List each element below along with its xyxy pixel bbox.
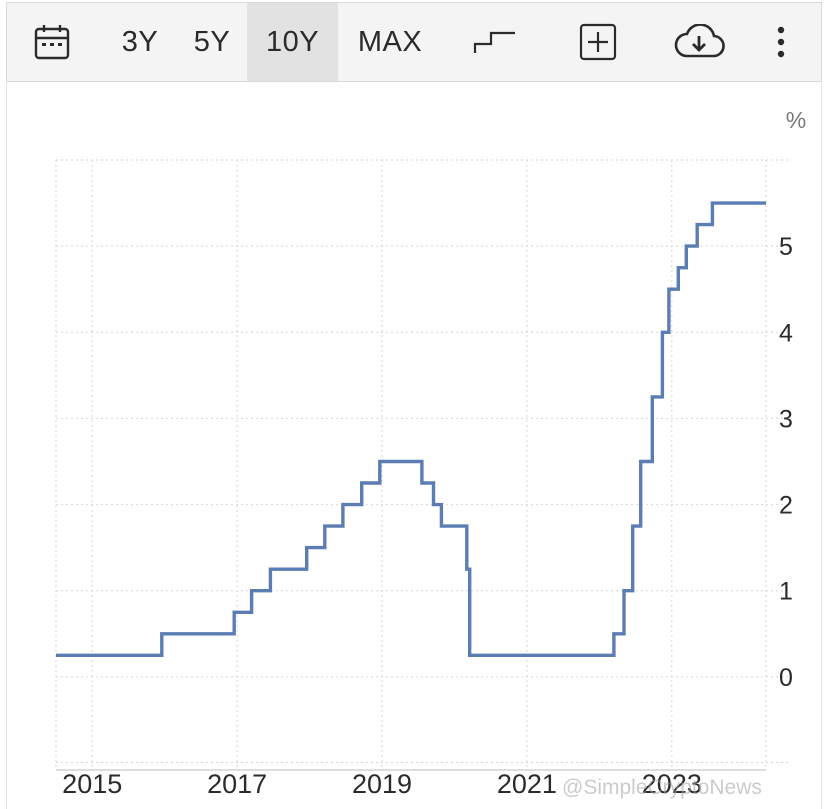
- y-tick-label: 3: [779, 405, 793, 433]
- y-tick-label: 2: [779, 492, 793, 520]
- step-line-icon[interactable]: [467, 3, 523, 81]
- y-unit-label: %: [786, 107, 806, 133]
- range-10y-button[interactable]: 10Y: [247, 3, 338, 81]
- y-tick-label: 5: [779, 233, 793, 261]
- range-5y-button[interactable]: 5Y: [181, 3, 243, 81]
- chart-toolbar: 3Y 5Y 10Y MAX: [6, 2, 822, 82]
- x-tick-label: 2023: [642, 769, 702, 799]
- range-3y-button[interactable]: 3Y: [109, 3, 171, 81]
- range-10y-label: 10Y: [265, 25, 320, 58]
- range-max-label: MAX: [357, 25, 423, 58]
- calendar-icon[interactable]: [25, 3, 79, 81]
- range-5y-label: 5Y: [193, 25, 231, 58]
- y-tick-label: 0: [779, 664, 793, 692]
- x-tick-label: 2021: [497, 769, 557, 799]
- x-tick-label: 2015: [62, 769, 122, 799]
- watermark-text: @SimpleCryptoNews: [562, 776, 762, 799]
- x-tick-label: 2019: [352, 769, 412, 799]
- add-square-icon[interactable]: [573, 3, 623, 81]
- range-3y-label: 3Y: [121, 25, 159, 58]
- more-vertical-icon[interactable]: [763, 3, 799, 81]
- x-tick-label: 2017: [207, 769, 267, 799]
- cloud-download-icon[interactable]: [667, 3, 731, 81]
- y-tick-label: 4: [779, 319, 793, 347]
- range-max-button[interactable]: MAX: [347, 3, 433, 81]
- series-layer: [55, 201, 767, 657]
- y-tick-label: 1: [779, 578, 793, 606]
- grid-layer: [55, 159, 788, 770]
- label-layer: 0 1 2 3 4 5% 2015 2017 2019 2021 2023: [62, 107, 806, 799]
- series-line: [56, 201, 766, 657]
